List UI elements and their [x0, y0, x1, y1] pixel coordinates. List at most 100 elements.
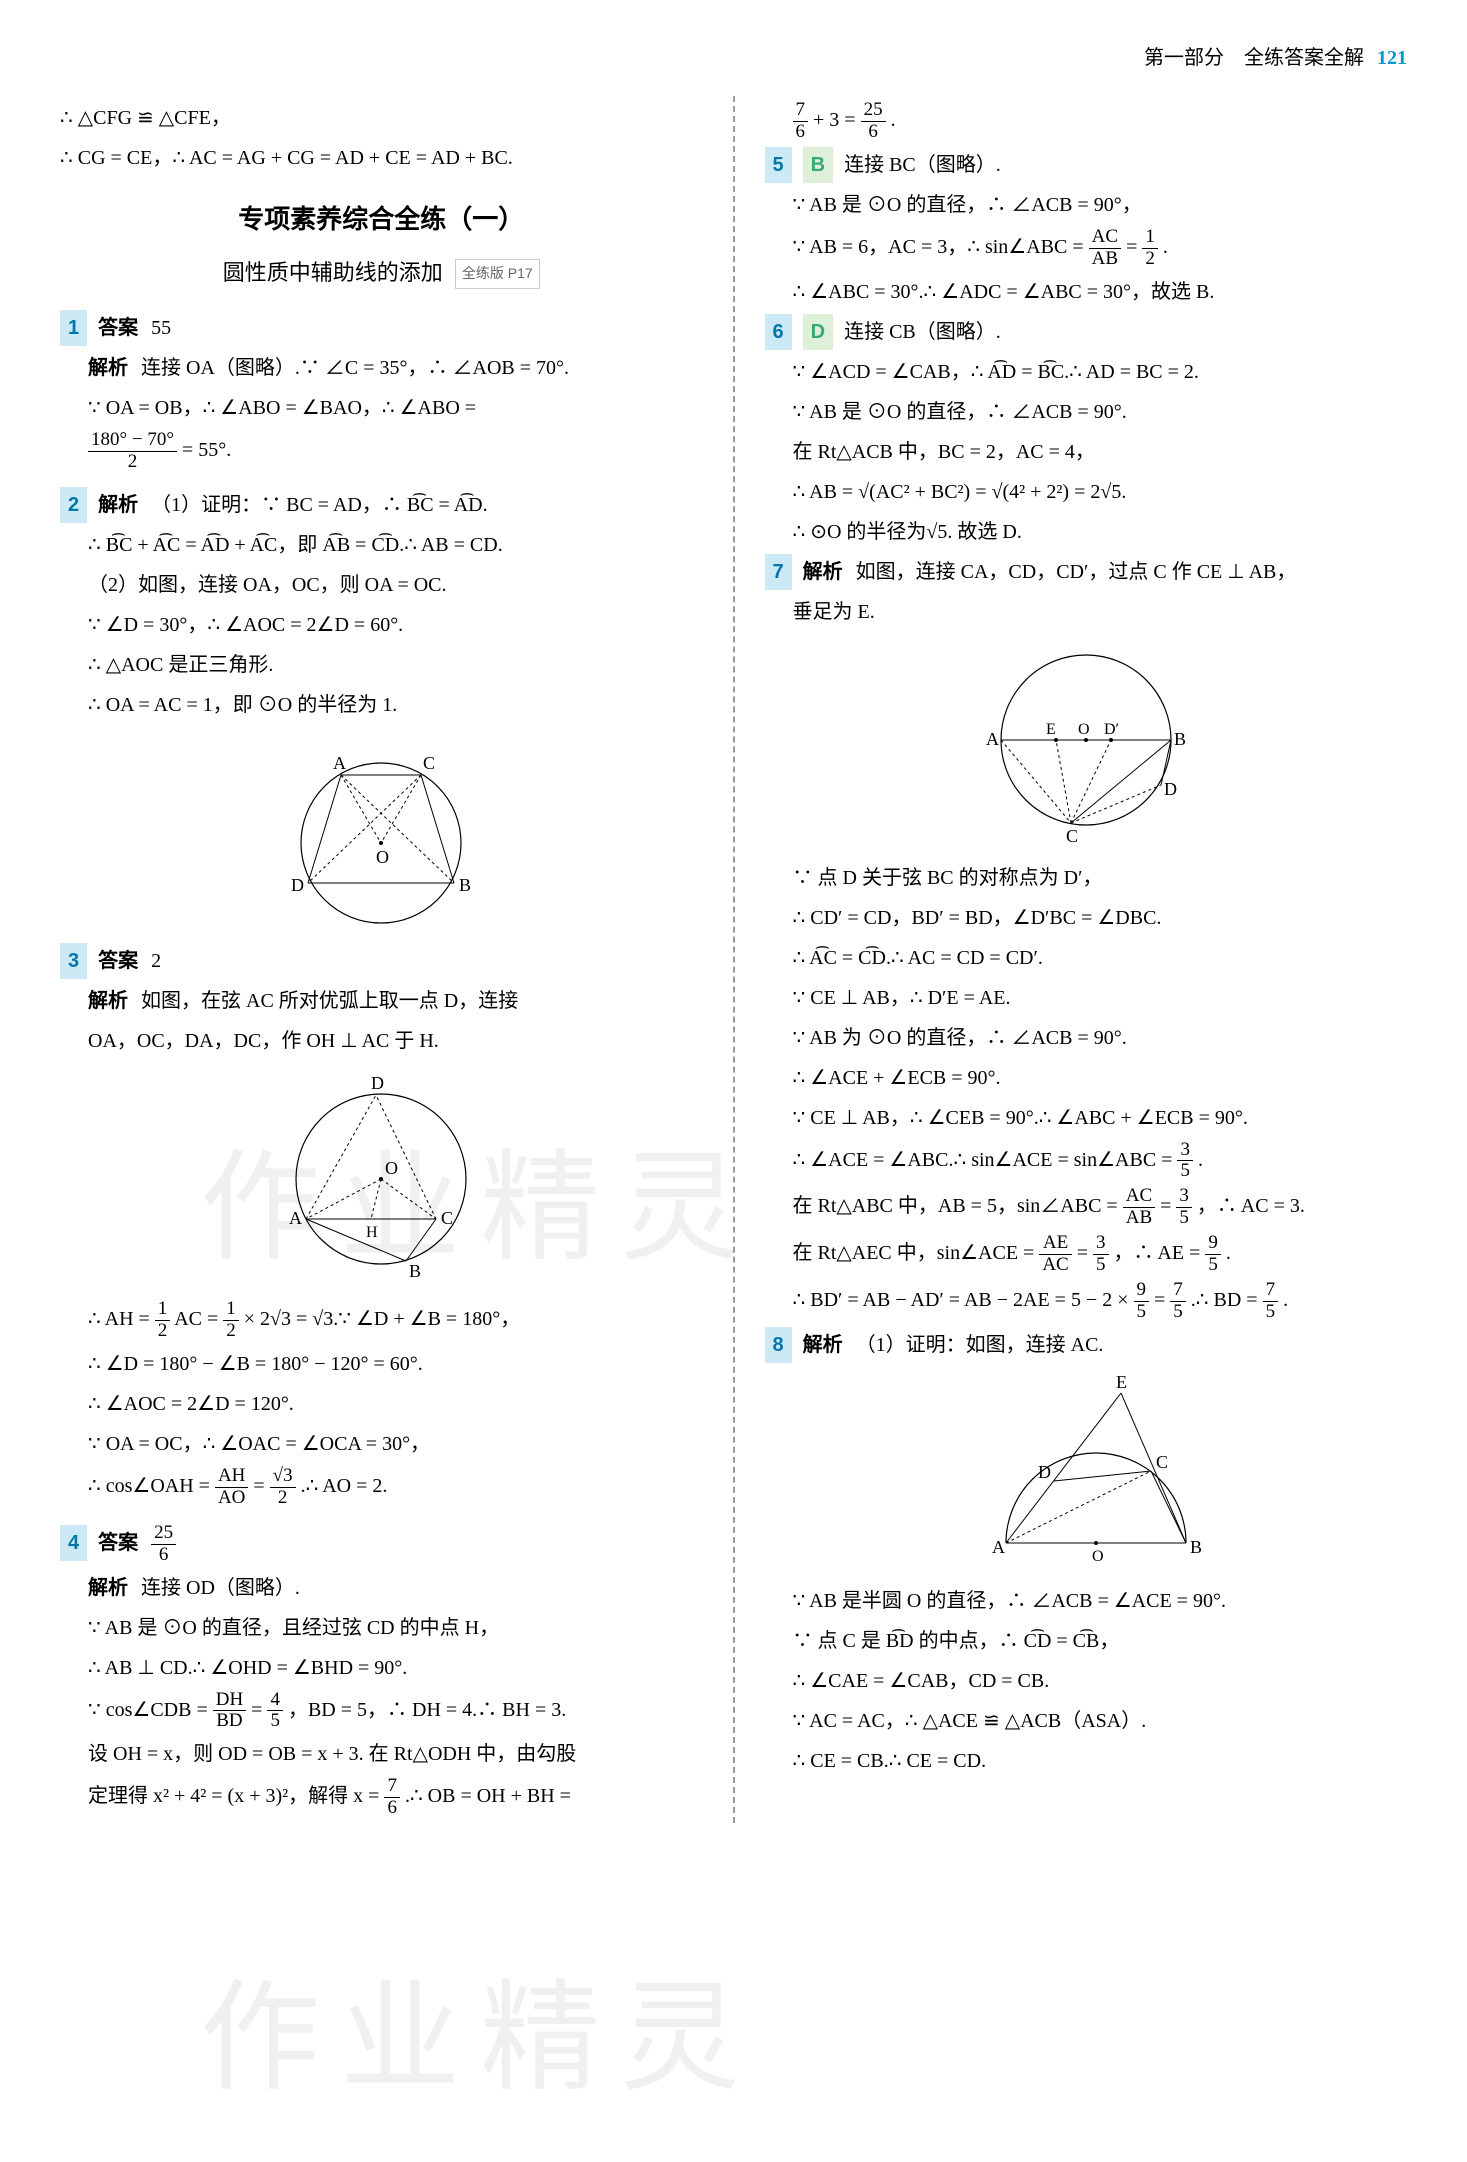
rc-f1d: 6 — [793, 122, 809, 143]
q7-f7n: 9 — [1134, 1280, 1150, 1302]
q3-l7a: ∴ cos∠OAH = — [88, 1475, 215, 1497]
q3-l7: ∴ cos∠OAH = AHAO = √32 .∴ AO = 2. — [60, 1466, 703, 1509]
q6-choice: D — [803, 314, 833, 350]
section-subtitle: 圆性质中辅助线的添加 全练版 P17 — [60, 253, 703, 293]
q1-frac-den: 2 — [88, 452, 177, 473]
q4-number: 4 — [60, 1525, 87, 1561]
q8-l3: ∵ 点 C 是 B͡D 的中点，∴ C͡D = C͡B， — [765, 1623, 1408, 1659]
q2-exp-label: 解析 — [98, 494, 138, 516]
q3-number: 3 — [60, 943, 87, 979]
q7-f1n: 3 — [1177, 1140, 1193, 1162]
q7-line-1: 7 解析 如图，连接 CA，CD，CD′，过点 C 作 CE ⊥ AB， — [765, 554, 1408, 590]
q3-l3g: × 2√3 = √3.∵ ∠D + ∠B = 180°， — [244, 1308, 520, 1330]
q3-l6: ∵ OA = OC，∴ ∠OAC = ∠OCA = 30°， — [60, 1426, 703, 1462]
right-column: 76 + 3 = 256 . 5 B 连接 BC（图略）. ∵ AB 是 ⊙O … — [765, 96, 1408, 1823]
q3-f3n: AH — [215, 1466, 248, 1488]
q5-f1d: AB — [1089, 249, 1121, 270]
q7-f2n: AC — [1123, 1186, 1155, 1208]
q7-f4n: AE — [1039, 1233, 1071, 1255]
q4-exp-label: 解析 — [88, 1577, 128, 1599]
q7-l12g: ，∴ AE = — [1114, 1242, 1206, 1264]
q5-choice: B — [803, 147, 833, 183]
q7-l13g: .∴ BD = — [1191, 1289, 1263, 1311]
q3-l7g: .∴ AO = 2. — [301, 1475, 388, 1497]
q7-l11g: ，∴ AC = 3. — [1197, 1195, 1305, 1217]
q7-f8d: 5 — [1170, 1302, 1186, 1323]
figure-4: A B C D E O — [765, 1373, 1408, 1573]
pre-line-2: ∴ CG = CE，∴ AC = AG + CG = AD + CE = AD … — [60, 140, 703, 176]
q7-l13j: . — [1283, 1289, 1288, 1311]
ref-badge: 全练版 P17 — [455, 259, 540, 288]
q5-f2n: 1 — [1142, 227, 1158, 249]
q7-f8n: 7 — [1170, 1280, 1186, 1302]
q7-f9n: 7 — [1263, 1280, 1279, 1302]
q6-l5: ∴ AB = √(AC² + BC²) = √(4² + 2²) = 2√5. — [765, 474, 1408, 510]
q8-l4: ∴ ∠CAE = ∠CAB，CD = CB. — [765, 1663, 1408, 1699]
q4-ans-label: 答案 — [98, 1532, 138, 1554]
fig4-A: A — [992, 1537, 1005, 1557]
fig4-C: C — [1156, 1452, 1168, 1472]
q2-l2: ∴ B͡C + A͡C = A͡D + A͡C，即 A͡B = C͡D.∴ AB… — [60, 527, 703, 563]
q4-l5: 设 OH = x，则 OD = OB = x + 3. 在 Rt△ODH 中，由… — [60, 1736, 703, 1772]
q1-answer-line: 1 答案 55 — [60, 310, 703, 346]
q7-l12: 在 Rt△AEC 中，sin∠ACE = AEAC = 35 ，∴ AE = 9… — [765, 1233, 1408, 1276]
q1-answer: 55 — [151, 317, 171, 339]
content-columns: ∴ △CFG ≌ △CFE， ∴ CG = CE，∴ AC = AG + CG … — [60, 96, 1407, 1823]
fig2-C: C — [441, 1208, 453, 1228]
q7-l12d: = — [1077, 1242, 1093, 1264]
q4-f3d: 6 — [384, 1798, 400, 1819]
q6-line: 6 D 连接 CB（图略）. — [765, 314, 1408, 350]
page-header: 第一部分 全练答案全解 121 — [60, 40, 1407, 76]
q7-l10: ∴ ∠ACE = ∠ABC.∴ sin∠ACE = sin∠ABC = 35 . — [765, 1140, 1408, 1183]
q7-l6: ∵ CE ⊥ AB，∴ D′E = AE. — [765, 980, 1408, 1016]
q7-l13: ∴ BD′ = AB − AD′ = AB − 2AE = 5 − 2 × 95… — [765, 1280, 1408, 1323]
q2-l4: ∵ ∠D = 30°，∴ ∠AOC = 2∠D = 60°. — [60, 607, 703, 643]
q1-l3: 180° − 70°2 = 55°. — [60, 430, 703, 473]
q4-answer-line: 4 答案 256 — [60, 1523, 703, 1566]
q3-l3a: ∴ AH = — [88, 1308, 155, 1330]
q6-l6: ∴ ⊙O 的半径为√5. 故选 D. — [765, 514, 1408, 550]
q7-l7: ∵ AB 为 ⊙O 的直径，∴ ∠ACB = 90°. — [765, 1020, 1408, 1056]
q7-l11a: 在 Rt△ABC 中，AB = 5，sin∠ABC = — [793, 1195, 1123, 1217]
q7-f3n: 3 — [1176, 1186, 1192, 1208]
header-part: 第一部分 全练答案全解 — [1144, 47, 1364, 69]
q5-f1n: AC — [1089, 227, 1121, 249]
rc-f2n: 25 — [861, 100, 886, 122]
q7-l10d: . — [1198, 1149, 1203, 1171]
q2-l5: ∴ △AOC 是正三角形. — [60, 647, 703, 683]
q3-l1: 如图，在弦 AC 所对优弧上取一点 D，连接 — [141, 990, 518, 1012]
q7-f2d: AB — [1123, 1208, 1155, 1229]
q1-ans-label: 答案 — [98, 317, 138, 339]
subtitle-text: 圆性质中辅助线的添加 — [223, 260, 443, 285]
q1-exp-label: 解析 — [88, 357, 128, 379]
q1-l3c: = 55°. — [182, 439, 231, 461]
q8-l2: ∵ AB 是半圆 O 的直径，∴ ∠ACB = ∠ACE = 90°. — [765, 1583, 1408, 1619]
fig2-B: B — [409, 1261, 421, 1281]
q7-l4: ∴ CD′ = CD，BD′ = BD，∠D′BC = ∠DBC. — [765, 900, 1408, 936]
fig2-O: O — [385, 1158, 398, 1178]
q7-l13a: ∴ BD′ = AB − AD′ = AB − 2AE = 5 − 2 × — [793, 1289, 1134, 1311]
q7-l11: 在 Rt△ABC 中，AB = 5，sin∠ABC = ACAB = 35 ，∴… — [765, 1186, 1408, 1229]
q4-l1: 连接 OD（图略）. — [141, 1577, 300, 1599]
q7-f6n: 9 — [1205, 1233, 1221, 1255]
q3-answer-line: 3 答案 2 — [60, 943, 703, 979]
q4-l4d: = — [251, 1699, 267, 1721]
fig1-D: D — [291, 875, 304, 895]
q3-answer: 2 — [151, 950, 161, 972]
q7-l2: 垂足为 E. — [765, 594, 1408, 630]
q7-l3: ∵ 点 D 关于弦 BC 的对称点为 D′， — [765, 860, 1408, 896]
fig3-B: B — [1174, 729, 1186, 749]
q1-number: 1 — [60, 310, 87, 346]
fig1-B: B — [459, 875, 471, 895]
q3-ans-label: 答案 — [98, 950, 138, 972]
q4-l3: ∴ AB ⊥ CD.∴ ∠OHD = ∠BHD = 90°. — [60, 1650, 703, 1686]
fig3-Dr: D — [1164, 779, 1177, 799]
q3-f4d: 2 — [270, 1488, 296, 1509]
q7-l13d: = — [1154, 1289, 1170, 1311]
q5-l3a: ∵ AB = 6，AC = 3，∴ sin∠ABC = — [793, 236, 1089, 258]
q3-f1n: 1 — [155, 1299, 171, 1321]
q3-f2d: 2 — [223, 1321, 239, 1342]
q4-l4g: ，BD = 5，∴ DH = 4.∴ BH = 3. — [288, 1699, 566, 1721]
fig1-A: A — [333, 753, 346, 773]
figure-1: A C D B O — [60, 733, 703, 933]
